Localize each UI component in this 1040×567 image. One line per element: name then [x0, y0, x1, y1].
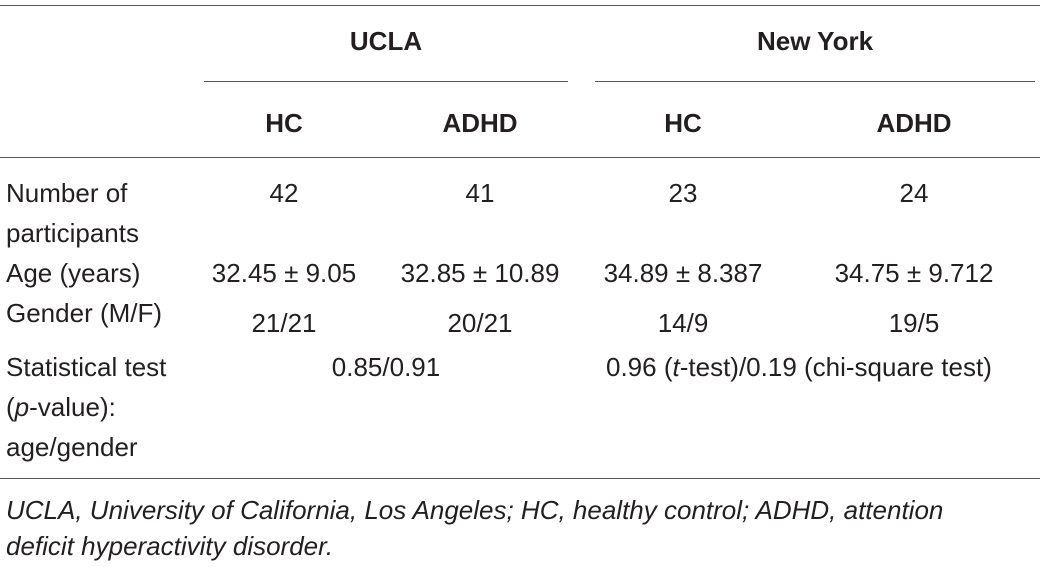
cell-gender-ny-hc: 14/9: [657, 308, 709, 338]
table-bottom-rule: [0, 478, 1040, 479]
cell-age-ny-adhd: 34.75 ± 9.712: [834, 258, 994, 288]
row-label-participants-line2: participants: [6, 218, 139, 248]
cell-participants-ucla-adhd: 41: [465, 178, 495, 208]
cell-participants-ny-hc: 23: [668, 178, 698, 208]
top-rule: [0, 5, 1040, 6]
footnote-line1: UCLA, University of California, Los Ange…: [6, 495, 944, 525]
stat-ny-post: -test)/0.19 (chi-square test): [679, 352, 992, 382]
row-label-stat-line3: age/gender: [6, 432, 138, 462]
cell-stat-newyork: 0.96 (t-test)/0.19 (chi-square test): [606, 352, 992, 382]
header-bottom-rule: [0, 157, 1040, 158]
footnote-line2: deficit hyperactivity disorder.: [6, 531, 334, 561]
cell-age-ucla-adhd: 32.85 ± 10.89: [400, 258, 560, 288]
cell-participants-ucla-hc: 42: [269, 178, 299, 208]
cell-age-ny-hc: 34.89 ± 8.387: [603, 258, 763, 288]
table-footnote: UCLA, University of California, Los Ange…: [6, 492, 1034, 564]
row-label-gender: Gender (M/F): [6, 298, 163, 328]
cell-participants-ny-adhd: 24: [899, 178, 929, 208]
ucla-span-rule: [204, 81, 568, 82]
row-label-stat-line2: (p-value):: [6, 392, 116, 422]
cell-gender-ucla-hc: 21/21: [251, 308, 317, 338]
stat-ny-pre: 0.96 (: [606, 352, 673, 382]
cell-age-ucla-hc: 32.45 ± 9.05: [211, 258, 357, 288]
group-header-ny-adhd: ADHD: [876, 108, 952, 138]
cell-gender-ucla-adhd: 20/21: [447, 308, 513, 338]
row-label-participants-line1: Number of: [6, 178, 128, 208]
cell-stat-ucla: 0.85/0.91: [331, 352, 441, 382]
pvalue-suffix: -value):: [29, 392, 116, 422]
stat-ny-t: t: [672, 352, 680, 382]
newyork-span-rule: [595, 81, 1035, 82]
row-label-age: Age (years): [6, 258, 141, 288]
row-label-stat-line1: Statistical test: [6, 352, 167, 382]
p-italic: p: [14, 392, 30, 422]
group-header-ucla-hc: HC: [265, 108, 303, 138]
site-header-ucla: UCLA: [349, 26, 423, 56]
group-header-ny-hc: HC: [664, 108, 702, 138]
cell-gender-ny-adhd: 19/5: [888, 308, 940, 338]
group-header-ucla-adhd: ADHD: [442, 108, 518, 138]
paren-open: (: [6, 392, 15, 422]
site-header-newyork: New York: [756, 26, 874, 56]
